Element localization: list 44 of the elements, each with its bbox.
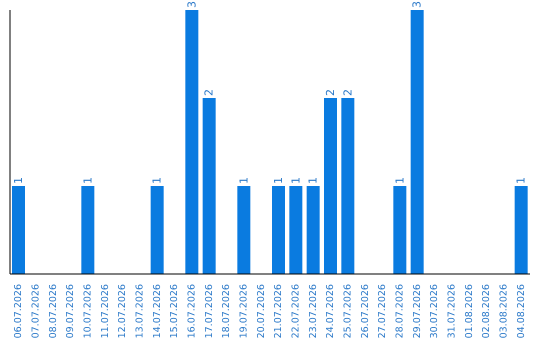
x-tick-label: 30.07.2026 <box>429 284 440 338</box>
x-tick-label: 12.07.2026 <box>117 284 128 338</box>
data-label: 1 <box>81 177 94 184</box>
data-label: 2 <box>202 89 216 96</box>
x-tick-label: 08.07.2026 <box>48 284 59 338</box>
data-label: 1 <box>237 177 250 184</box>
data-label: 1 <box>393 177 406 184</box>
x-tick-label: 28.07.2026 <box>394 284 406 338</box>
x-tick-label: 15.07.2026 <box>169 284 180 338</box>
x-tick-label: 07.07.2026 <box>30 284 42 338</box>
x-tick-label: 10.07.2026 <box>82 284 94 338</box>
data-label: 1 <box>289 177 302 184</box>
x-tick-label: 24.07.2026 <box>325 284 336 338</box>
x-tick-label: 25.07.2026 <box>342 284 354 338</box>
x-tick-label: 14.07.2026 <box>152 284 163 338</box>
x-tick-label: 31.07.2026 <box>446 284 458 338</box>
x-tick-label: 20.07.2026 <box>256 284 267 338</box>
x-tick-label: 29.07.2026 <box>412 284 423 338</box>
data-label: 2 <box>324 89 337 96</box>
x-tick-label: 13.07.2026 <box>134 284 146 338</box>
x-tick-label: 04.08.2026 <box>516 284 527 338</box>
data-label: 2 <box>341 89 354 96</box>
data-label: 1 <box>12 177 25 184</box>
x-tick-label: 17.07.2026 <box>204 284 215 338</box>
x-tick-label: 09.07.2026 <box>65 284 76 338</box>
data-label: 3 <box>410 1 424 8</box>
x-tick-label: 23.07.2026 <box>308 284 319 338</box>
x-tick-label: 01.08.2026 <box>464 284 475 338</box>
x-tick-label: 16.07.2026 <box>186 284 198 338</box>
x-tick-label: 06.07.2026 <box>13 284 24 338</box>
x-tick-label: 18.07.2026 <box>221 284 232 338</box>
data-label: 1 <box>272 177 285 184</box>
data-label: 1 <box>514 177 528 184</box>
x-tick-label: 11.07.2026 <box>100 284 111 338</box>
data-label: 1 <box>306 177 320 184</box>
x-tick-label: 03.08.2026 <box>498 284 510 338</box>
x-tick-label: 27.07.2026 <box>377 284 388 338</box>
data-label: 1 <box>150 177 164 184</box>
x-tick-label: 26.07.2026 <box>360 284 371 338</box>
data-label: 3 <box>185 1 198 8</box>
x-tick-label: 21.07.2026 <box>273 284 284 338</box>
x-tick-label: 02.08.2026 <box>481 284 492 338</box>
x-tick-label: 22.07.2026 <box>290 284 302 338</box>
x-tick-label: 19.07.2026 <box>238 284 250 338</box>
